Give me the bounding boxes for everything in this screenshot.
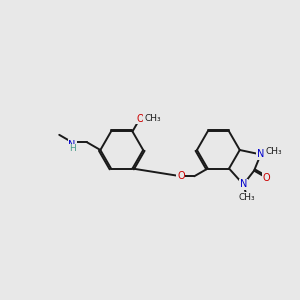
Text: H: H <box>69 144 76 153</box>
Text: N: N <box>240 179 247 189</box>
Text: N: N <box>257 149 264 159</box>
Text: CH₃: CH₃ <box>239 193 255 202</box>
Text: N: N <box>68 140 76 150</box>
Text: CH₃: CH₃ <box>144 114 161 123</box>
Text: O: O <box>262 173 270 183</box>
Text: O: O <box>177 171 185 181</box>
Text: CH₃: CH₃ <box>266 147 282 156</box>
Text: O: O <box>136 114 144 124</box>
